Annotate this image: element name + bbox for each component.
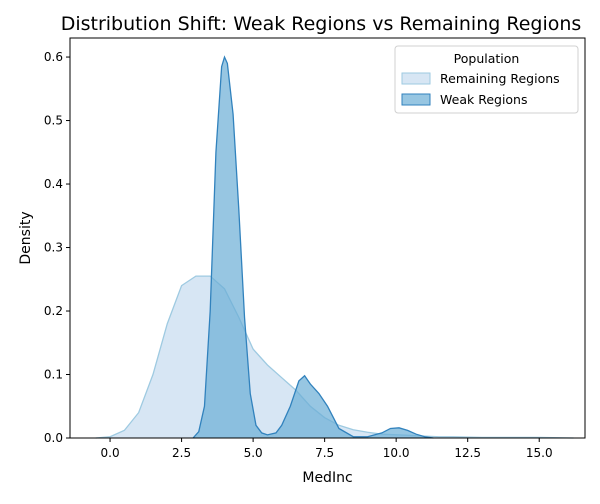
x-tick-label: 15.0 <box>526 446 553 460</box>
y-tick-label: 0.5 <box>44 114 63 128</box>
y-tick-label: 0.3 <box>44 241 63 255</box>
plot-frame <box>69 37 586 439</box>
chart-title: Distribution Shift: Weak Regions vs Rema… <box>61 13 582 35</box>
legend-swatch-weak-regions <box>401 93 431 106</box>
x-tick-label: 5.0 <box>244 446 263 460</box>
x-tick-label: 10.0 <box>383 446 410 460</box>
x-tick-label: 7.5 <box>315 446 334 460</box>
y-tick-label: 0.6 <box>44 50 63 64</box>
legend: Population Remaining Regions Weak Region… <box>394 45 579 114</box>
x-axis: 0.0 2.5 5.0 7.5 10.0 12.5 15.0 <box>101 438 553 460</box>
y-tick-label: 0.0 <box>44 431 63 445</box>
legend-swatch-remaining-regions <box>401 72 431 85</box>
y-axis: 0.0 0.1 0.2 0.3 0.4 0.5 0.6 <box>44 50 70 445</box>
series-layer <box>95 55 574 439</box>
legend-box <box>394 45 579 114</box>
y-tick-label: 0.1 <box>44 368 63 382</box>
density-area-remaining-regions <box>95 276 574 438</box>
x-tick-label: 2.5 <box>172 446 191 460</box>
legend-label-weak-regions: Weak Regions <box>440 92 528 107</box>
x-axis-title: MedInc <box>302 470 352 486</box>
x-tick-label: 12.5 <box>454 446 481 460</box>
legend-label-remaining-regions: Remaining Regions <box>440 71 560 86</box>
y-tick-label: 0.4 <box>44 177 63 191</box>
density-line-weak-regions <box>192 55 434 439</box>
y-tick-label: 0.2 <box>44 304 63 318</box>
x-tick-label: 0.0 <box>101 446 120 460</box>
density-area-weak-regions <box>193 57 434 439</box>
y-axis-title: Density <box>18 211 34 264</box>
legend-title: Population <box>454 51 520 66</box>
